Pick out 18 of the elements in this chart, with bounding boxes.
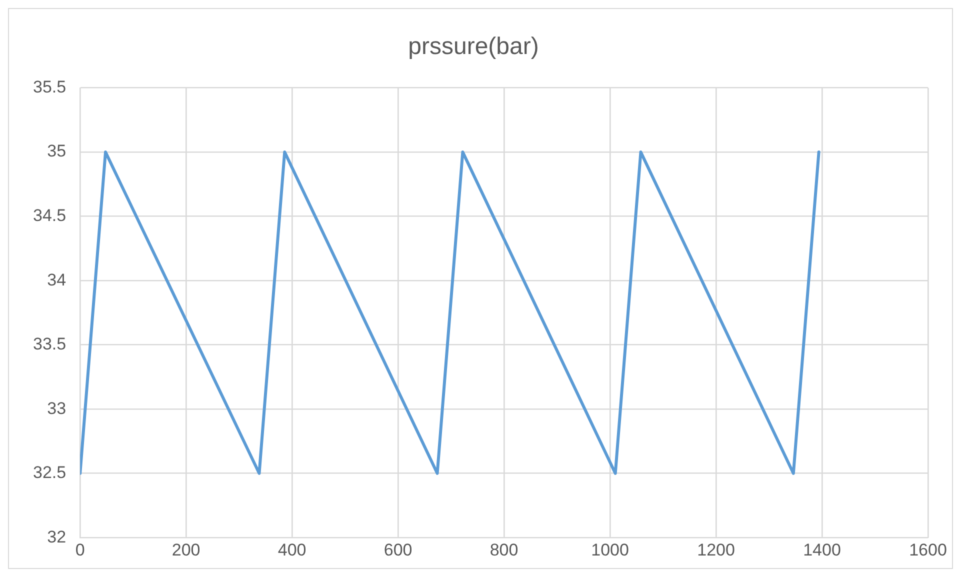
x-tick-label: 400 (278, 540, 306, 560)
x-tick-label: 1400 (803, 540, 841, 560)
chart-title: prssure(bar) (408, 33, 539, 60)
x-tick-label: 800 (490, 540, 518, 560)
y-tick-label: 35.5 (32, 77, 66, 96)
y-tick-label: 34 (47, 270, 66, 290)
y-tick-label: 35 (47, 142, 66, 161)
x-tick-label: 0 (75, 540, 85, 560)
y-tick-label: 34.5 (32, 206, 66, 225)
x-tick-label: 600 (384, 540, 412, 560)
x-tick-label: 1200 (697, 540, 735, 560)
y-tick-label: 32 (47, 527, 66, 546)
y-tick-label: 33.5 (32, 334, 66, 354)
y-tick-label: 32.5 (32, 463, 66, 482)
x-tick-label: 200 (172, 540, 200, 560)
y-tick-label: 33 (47, 398, 66, 418)
x-tick-label: 1000 (591, 540, 629, 560)
x-tick-label: 1600 (909, 540, 947, 560)
